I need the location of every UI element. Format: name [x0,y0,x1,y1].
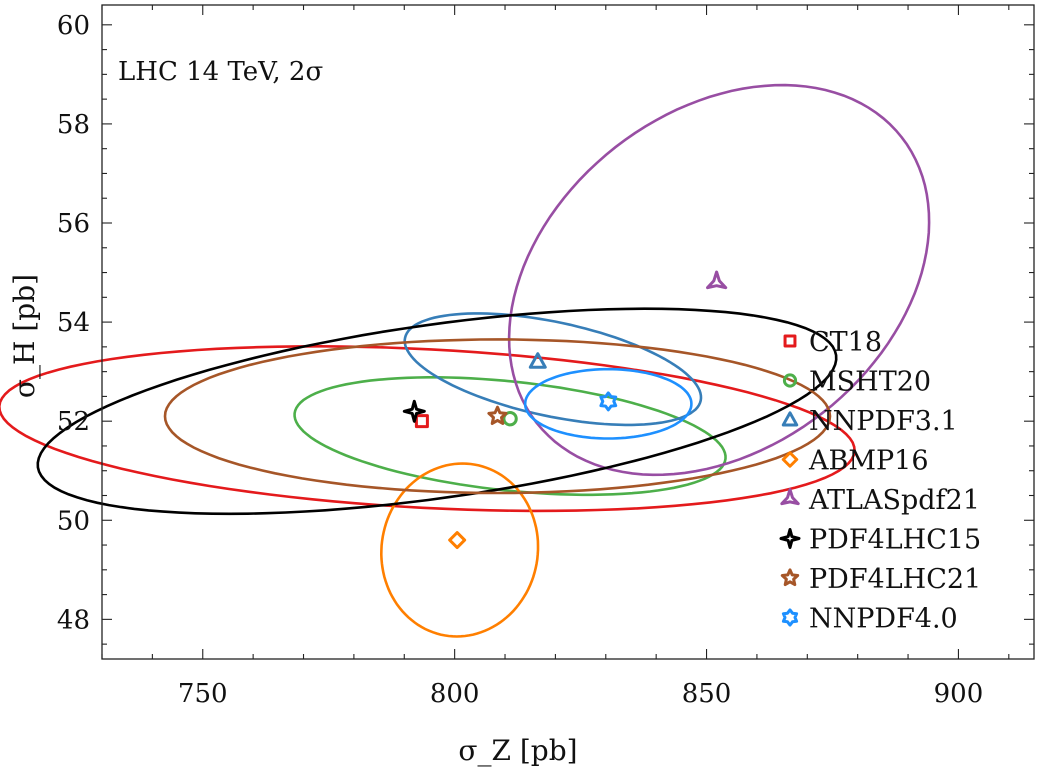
marker-pdf4lhc21 [487,405,508,425]
marker-ct18 [414,414,429,429]
marker-nnpdf4-0 [599,391,618,412]
y-tick-label: 48 [57,605,90,635]
legend-marker [780,568,800,587]
legend-label: PDF4LHC15 [809,525,981,556]
legend-marker [781,451,799,468]
ellipse-nnpdf3-1 [403,312,703,427]
chart-annotation: LHC 14 TeV, 2σ [118,57,323,87]
legend-label: PDF4LHC21 [809,564,981,595]
y-tick-label: 56 [57,209,90,239]
legend-marker [779,528,801,549]
plot-border [101,4,1035,660]
legend: CT18 MSHT20 NNPDF3.1 ABMP16 ATLASpdf21 PDF4LH… [779,327,981,635]
x-tick-label: 850 [682,679,732,709]
x-tick-label: 800 [430,679,480,709]
legend-label: NNPDF4.0 [809,604,958,635]
axis-ticks: 750 800 850 900 48 50 52 54 56 58 60 [57,5,1034,709]
ellipse-layer [0,83,931,638]
legend-marker [782,373,798,388]
marker-pdf4lhc15 [402,399,426,423]
x-tick-label: 900 [934,679,984,709]
marker-abmp16 [448,531,467,550]
legend-marker [781,411,799,427]
ellipse-pdf4lhc21 [163,338,832,495]
y-tick-label: 52 [57,407,90,437]
legend-label: MSHT20 [809,367,931,398]
marker-atlaspdf21 [706,270,728,290]
legend-marker [783,334,797,348]
ellipse-nnpdf4-0 [523,367,693,440]
y-axis-label: σ_H [pb] [8,274,41,398]
legend-label: NNPDF3.1 [809,406,958,437]
legend-label: ATLASpdf21 [808,485,980,516]
marker-layer [402,270,728,550]
legend-label: ABMP16 [808,446,929,477]
ellipse-msht20 [293,376,727,497]
marker-nnpdf3-1 [528,352,547,369]
legend-label: CT18 [809,327,882,358]
ellipse-abmp16 [379,462,540,638]
ellipse-pdf4lhc15 [36,307,838,516]
legend-marker [780,488,800,506]
y-tick-label: 50 [57,506,90,536]
x-tick-label: 750 [178,679,228,709]
legend-marker [781,608,799,627]
y-tick-label: 60 [57,11,90,41]
y-tick-label: 54 [57,308,90,338]
x-axis-label: σ_Z [pb] [458,734,577,767]
marker-msht20 [502,411,518,427]
plot-frame [101,4,1035,660]
y-tick-label: 58 [57,110,90,140]
